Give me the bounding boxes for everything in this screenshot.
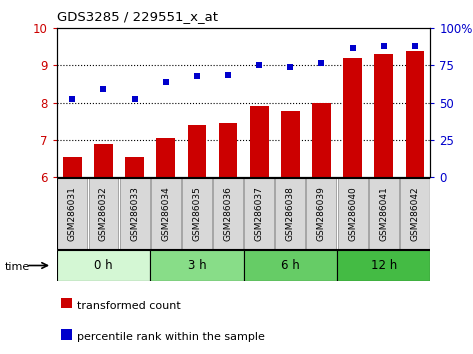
Point	[255, 63, 263, 68]
FancyBboxPatch shape	[213, 178, 243, 249]
Text: percentile rank within the sample: percentile rank within the sample	[77, 332, 264, 342]
Text: GSM286033: GSM286033	[130, 186, 139, 241]
Bar	[375, 54, 393, 177]
FancyBboxPatch shape	[57, 250, 150, 281]
Bar	[405, 51, 424, 177]
Point	[380, 43, 387, 49]
FancyBboxPatch shape	[88, 178, 118, 249]
Point	[349, 45, 356, 51]
FancyBboxPatch shape	[337, 250, 430, 281]
Text: GSM286039: GSM286039	[317, 186, 326, 241]
FancyBboxPatch shape	[150, 250, 244, 281]
FancyBboxPatch shape	[338, 178, 368, 249]
Text: 6 h: 6 h	[281, 259, 300, 272]
Bar	[281, 111, 300, 177]
Bar	[187, 125, 206, 177]
FancyBboxPatch shape	[244, 178, 274, 249]
FancyBboxPatch shape	[307, 178, 336, 249]
Bar	[312, 103, 331, 177]
FancyBboxPatch shape	[57, 178, 88, 249]
FancyBboxPatch shape	[182, 178, 212, 249]
Point	[318, 60, 325, 65]
Point	[287, 64, 294, 70]
Text: GSM286032: GSM286032	[99, 186, 108, 241]
Bar	[157, 138, 175, 177]
Text: GSM286034: GSM286034	[161, 186, 170, 241]
Text: GDS3285 / 229551_x_at: GDS3285 / 229551_x_at	[57, 10, 218, 23]
Bar	[94, 144, 113, 177]
FancyBboxPatch shape	[369, 178, 399, 249]
Text: GSM286038: GSM286038	[286, 186, 295, 241]
FancyBboxPatch shape	[400, 178, 430, 249]
Text: transformed count: transformed count	[77, 301, 180, 310]
Point	[69, 96, 76, 102]
Text: GSM286035: GSM286035	[193, 186, 201, 241]
Point	[162, 79, 169, 85]
Text: 3 h: 3 h	[188, 259, 206, 272]
Text: 12 h: 12 h	[371, 259, 397, 272]
Point	[100, 86, 107, 91]
Point	[411, 43, 419, 49]
Bar	[219, 123, 237, 177]
Point	[224, 72, 232, 78]
Bar	[250, 106, 269, 177]
Text: GSM286041: GSM286041	[379, 186, 388, 241]
Text: GSM286042: GSM286042	[411, 186, 420, 241]
Text: GSM286036: GSM286036	[224, 186, 233, 241]
Text: 0 h: 0 h	[94, 259, 113, 272]
FancyBboxPatch shape	[120, 178, 149, 249]
FancyBboxPatch shape	[151, 178, 181, 249]
Point	[131, 96, 139, 102]
Text: time: time	[5, 262, 30, 272]
Bar	[125, 156, 144, 177]
Text: GSM286031: GSM286031	[68, 186, 77, 241]
FancyBboxPatch shape	[275, 178, 305, 249]
Text: GSM286037: GSM286037	[254, 186, 263, 241]
Bar	[63, 156, 82, 177]
FancyBboxPatch shape	[244, 250, 337, 281]
Text: GSM286040: GSM286040	[348, 186, 357, 241]
Bar	[343, 58, 362, 177]
Point	[193, 73, 201, 79]
